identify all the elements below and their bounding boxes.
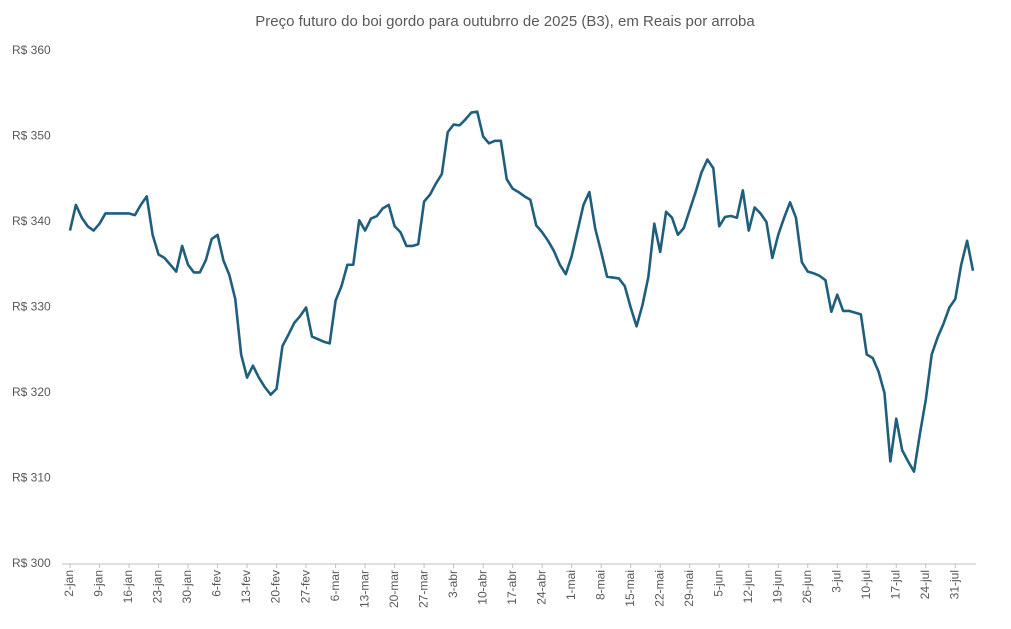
- x-tick-label: 31-jul: [947, 570, 961, 599]
- x-tick-label: 29-mai: [682, 570, 696, 607]
- y-tick-label: R$ 320: [12, 385, 51, 399]
- y-tick-label: R$ 310: [12, 471, 51, 485]
- x-tick-label: 6-fev: [210, 570, 224, 597]
- x-tick-label: 13-fev: [239, 570, 253, 603]
- x-tick-label: 17-abr: [505, 570, 519, 605]
- line: [68, 110, 975, 473]
- x-tick-label: 16-jan: [121, 570, 135, 603]
- x-tick-label: 12-jun: [741, 570, 755, 603]
- x-tick-label: 26-jun: [800, 570, 814, 603]
- x-tick-label: 3-jul: [829, 570, 843, 593]
- x-tick-label: 30-jan: [180, 570, 194, 603]
- x-tick-label: 2-jan: [62, 570, 76, 597]
- y-tick-label: R$ 300: [12, 556, 51, 570]
- x-tick-label: 3-abr: [446, 570, 460, 598]
- x-tick-label: 13-mar: [357, 570, 371, 608]
- x-tick-label: 8-mai: [593, 570, 607, 600]
- x-tick-label: 6-mar: [328, 570, 342, 601]
- x-tick-label: 27-mar: [416, 570, 430, 608]
- x-tick-label: 20-fev: [269, 570, 283, 603]
- x-tick-label: 10-jul: [859, 570, 873, 599]
- x-tick-label: 22-mai: [652, 570, 666, 607]
- y-tick-label: R$ 360: [12, 43, 51, 57]
- chart-title: Preço futuro do boi gordo para outubrro …: [255, 13, 755, 30]
- x-tick-label: 19-jun: [770, 570, 784, 603]
- x-tick-label: 27-fev: [298, 570, 312, 603]
- x-tick-label: 24-jul: [918, 570, 932, 599]
- x-tick-label: 17-jul: [888, 570, 902, 599]
- x-tick-label: 5-jun: [711, 570, 725, 597]
- x-tick-label: 23-jan: [151, 570, 165, 603]
- x-tick-label: 9-jan: [92, 570, 106, 597]
- x-tick-label: 10-abr: [475, 570, 489, 605]
- y-tick-label: R$ 340: [12, 214, 51, 228]
- x-tick-label: 1-mai: [564, 570, 578, 600]
- x-tick-label: 15-mai: [623, 570, 637, 607]
- x-tick-label: 20-mar: [387, 570, 401, 608]
- x-tick-label: 24-abr: [534, 570, 548, 605]
- y-tick-label: R$ 330: [12, 300, 51, 314]
- y-tick-label: R$ 350: [12, 129, 51, 143]
